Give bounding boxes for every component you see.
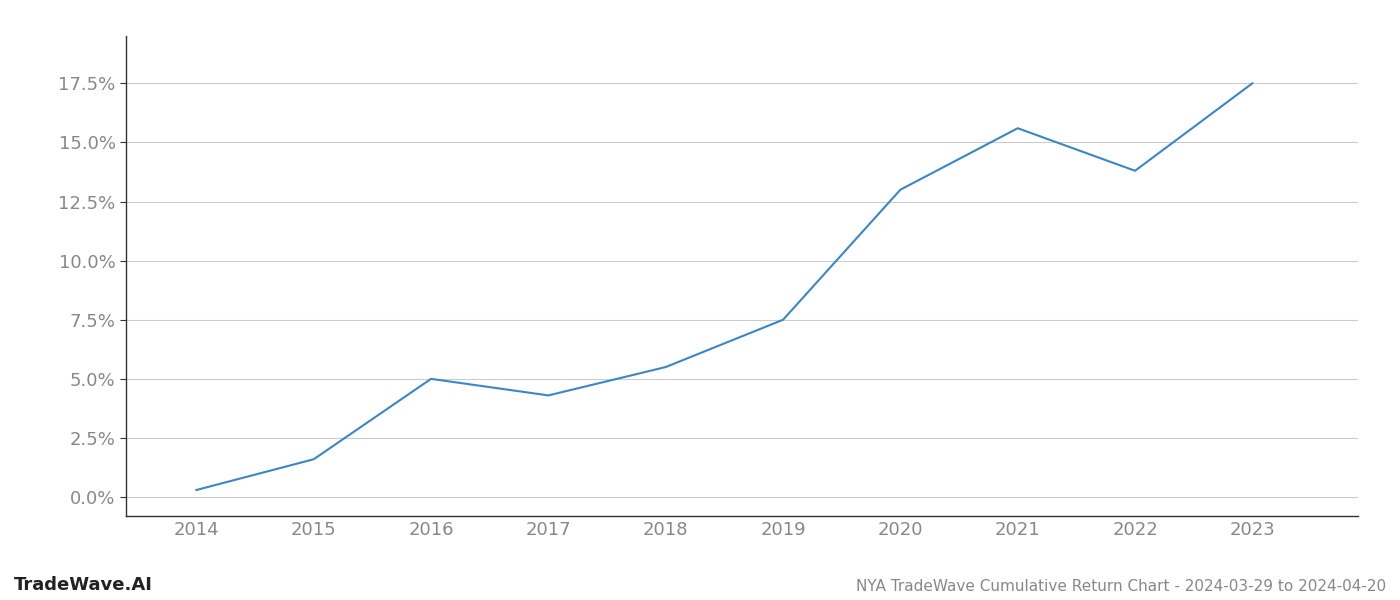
Text: NYA TradeWave Cumulative Return Chart - 2024-03-29 to 2024-04-20: NYA TradeWave Cumulative Return Chart - … [855, 579, 1386, 594]
Text: TradeWave.AI: TradeWave.AI [14, 576, 153, 594]
